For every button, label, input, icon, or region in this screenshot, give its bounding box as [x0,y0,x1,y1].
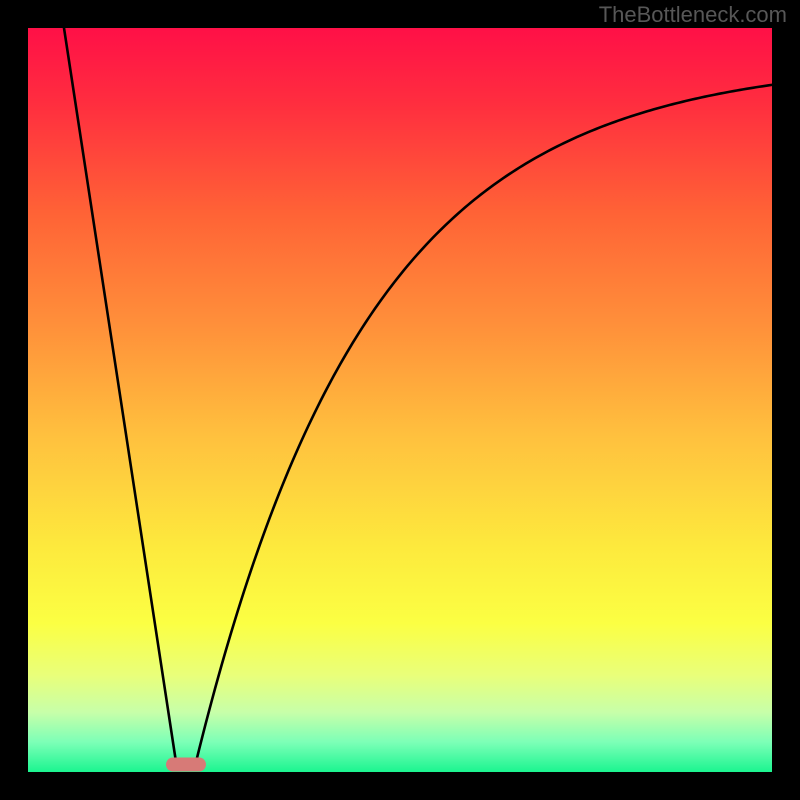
dip-marker [166,758,206,772]
plot-background [28,28,772,772]
bottleneck-chart: TheBottleneck.com [0,0,800,800]
watermark-text: TheBottleneck.com [599,2,787,27]
